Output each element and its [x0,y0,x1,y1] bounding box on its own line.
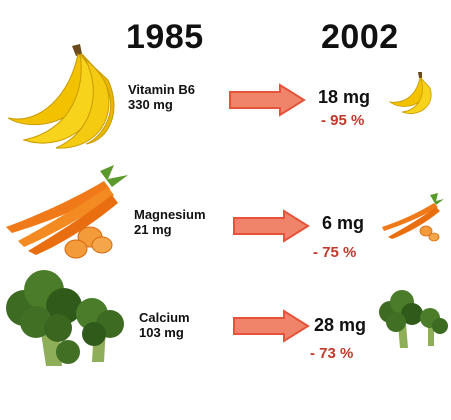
arrow-right-icon [233,309,310,343]
value-1985: 21 mg [134,222,172,237]
value-1985: 330 mg [128,97,173,112]
arrow-right-icon [233,209,310,243]
nutrient-row-calcium: Calcium 103 mg 28 mg - 73 % [0,262,451,382]
carrot-icon [6,165,128,259]
percent-change: - 73 % [310,345,354,362]
nutrient-label-1985: Calcium 103 mg [139,310,190,340]
nutrient-name: Magnesium [134,207,206,222]
broccoli-small-icon [379,290,448,348]
nutrient-row-vitamin-b6: Vitamin B6 330 mg 18 mg - 95 % [0,40,451,160]
broccoli-icon [6,270,124,366]
value-1985: 103 mg [139,325,184,340]
year-1985-header: 1985 [126,18,204,56]
percent-change: - 95 % [321,112,365,129]
value-2002: 6 mg [322,213,365,233]
nutrient-label-1985: Vitamin B6 330 mg [128,82,195,112]
arrow-right-icon [229,83,306,117]
nutrient-row-magnesium: Magnesium 21 mg 6 mg - 75 % [0,165,451,285]
year-2002-header: 2002 [321,18,399,56]
value-2002: 18 mg [318,87,371,107]
banana-icon [7,44,115,149]
nutrient-label-1985: Magnesium 21 mg [134,207,206,237]
carrot-small-icon [382,193,444,242]
banana-small-icon [388,72,432,114]
percent-change: - 75 % [313,244,357,261]
value-2002: 28 mg [314,315,367,335]
nutrient-name: Vitamin B6 [128,82,195,97]
nutrient-name: Calcium [139,310,190,325]
